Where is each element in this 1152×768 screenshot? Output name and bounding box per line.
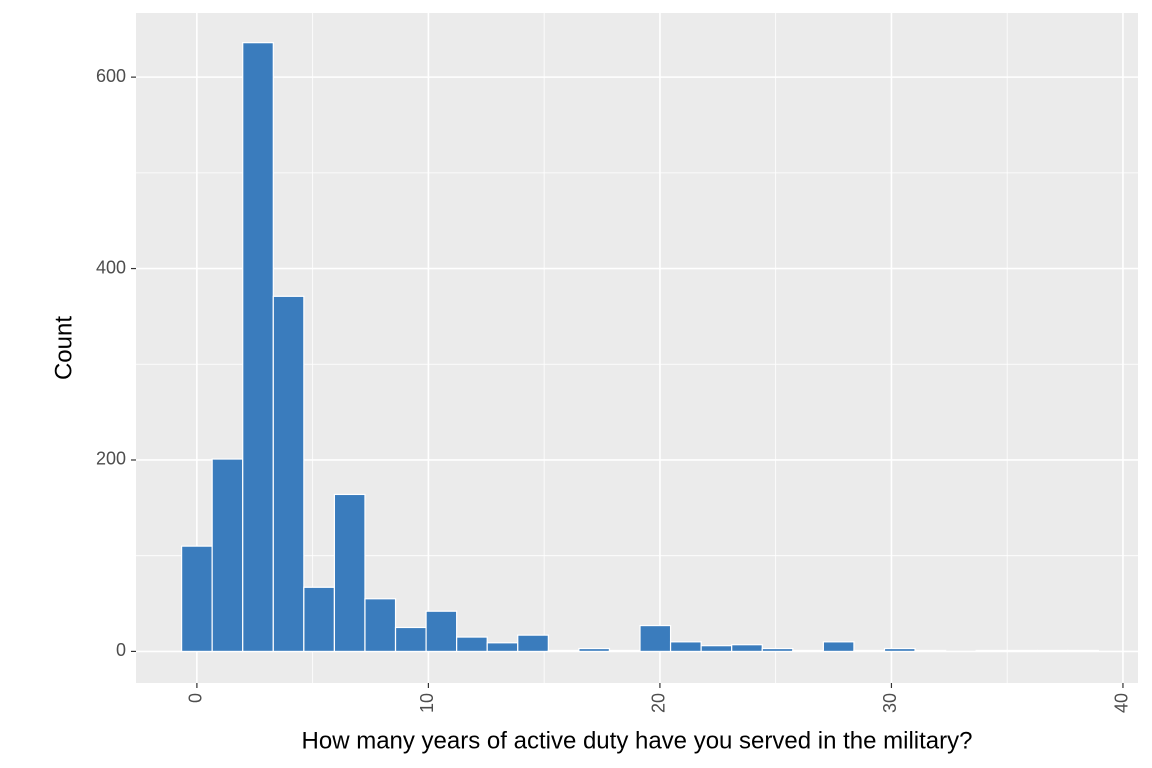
- bar: [364, 598, 397, 653]
- x-tick-label: 30: [880, 693, 900, 713]
- bar: [272, 295, 305, 653]
- x-axis-title: How many years of active duty have you s…: [302, 727, 973, 754]
- bar: [181, 545, 213, 653]
- bar: [394, 626, 427, 653]
- x-tick-label: 0: [186, 693, 206, 703]
- bar: [425, 610, 458, 653]
- bar: [517, 634, 549, 653]
- bar: [333, 493, 366, 653]
- bar: [1036, 649, 1069, 653]
- bar: [456, 636, 488, 653]
- bar: [1006, 649, 1038, 653]
- bar: [639, 624, 672, 653]
- bar: [578, 647, 611, 653]
- bar: [853, 649, 886, 653]
- bar: [608, 649, 641, 653]
- bar: [242, 42, 274, 653]
- bar: [1067, 649, 1100, 653]
- bar: [792, 649, 824, 653]
- y-tick-label: 600: [96, 66, 126, 86]
- bar: [822, 641, 855, 653]
- y-tick-label: 0: [116, 640, 126, 660]
- bar: [761, 647, 794, 653]
- y-tick-label: 400: [96, 257, 126, 277]
- bar: [731, 644, 763, 653]
- y-axis-title: Count: [50, 316, 77, 380]
- x-tick-label: 20: [649, 693, 669, 713]
- bar: [669, 641, 702, 653]
- bar: [303, 586, 336, 653]
- y-tick-label: 200: [96, 449, 126, 469]
- bar: [211, 458, 244, 653]
- bar: [486, 642, 519, 653]
- x-tick-label: 40: [1112, 693, 1132, 713]
- bar: [700, 645, 733, 653]
- bar: [914, 649, 947, 653]
- bar: [883, 647, 916, 653]
- bar: [547, 649, 580, 653]
- x-tick-label: 10: [417, 693, 437, 713]
- bar: [975, 649, 1008, 653]
